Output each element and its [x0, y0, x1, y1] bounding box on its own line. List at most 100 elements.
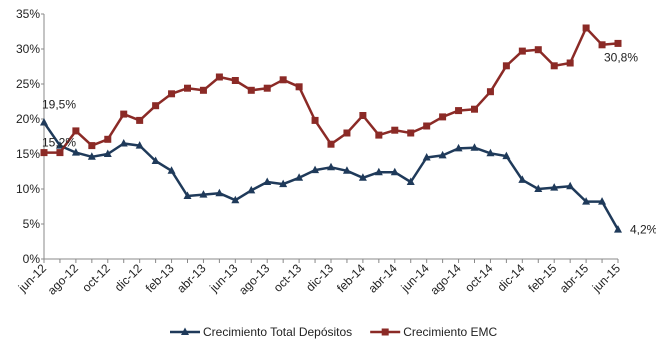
x-tick-label: feb-13 — [143, 261, 177, 295]
data-point-triangle — [598, 197, 607, 205]
x-tick-label: ago-14 — [427, 261, 464, 298]
y-tick-label: 25% — [16, 77, 40, 91]
data-point-square — [375, 131, 383, 139]
data-point-square — [327, 140, 335, 148]
data-point-triangle — [390, 167, 399, 176]
data-label: 4,2% — [630, 223, 656, 237]
x-tick-label: dic-13 — [303, 261, 336, 294]
y-tick-label: 15% — [16, 147, 40, 161]
x-axis-ticks — [43, 259, 619, 263]
y-axis-labels: 0% 5% 10% 15% 20% 25% 30% 35% — [16, 7, 44, 266]
x-tick-label: oct-12 — [79, 261, 113, 295]
data-point-square — [104, 135, 112, 143]
x-tick-label: jun-14 — [398, 261, 432, 295]
data-point-triangle — [167, 166, 176, 174]
x-tick-label: dic-14 — [494, 261, 527, 294]
legend-swatch-square — [381, 328, 389, 336]
data-point-square — [343, 129, 351, 137]
x-tick-label: dic-12 — [112, 261, 145, 294]
data-point-triangle — [247, 185, 256, 194]
data-point-square — [486, 88, 494, 96]
x-tick-label: oct-13 — [271, 261, 305, 295]
y-tick-label: 0% — [23, 252, 41, 266]
data-point-square — [56, 149, 64, 157]
data-point-triangle — [71, 148, 80, 156]
data-point-triangle — [135, 141, 144, 149]
x-tick-label: feb-14 — [334, 261, 368, 295]
data-point-triangle — [151, 156, 160, 164]
data-point-triangle — [518, 175, 527, 183]
x-tick-label: ago-13 — [236, 261, 273, 298]
data-point-triangle — [183, 191, 192, 199]
data-point-triangle — [406, 177, 415, 185]
data-point-square — [279, 76, 287, 84]
data-point-square — [518, 47, 526, 55]
data-point-triangle — [103, 149, 112, 157]
y-tick-label: 30% — [16, 42, 40, 56]
data-point-triangle — [502, 151, 511, 160]
data-point-square — [502, 62, 510, 70]
data-point-square — [391, 126, 399, 134]
annotation-layer: 19,5% 15,2% 4,2% 30,8% — [42, 50, 656, 236]
data-point-triangle — [342, 166, 351, 174]
data-point-triangle — [87, 152, 96, 160]
x-tick-label: jun-13 — [206, 261, 240, 295]
data-point-square — [566, 59, 574, 67]
data-point-triangle — [231, 195, 240, 204]
data-point-square — [582, 24, 590, 32]
data-point-triangle — [374, 167, 383, 176]
data-point-triangle — [55, 141, 64, 149]
data-point-square — [231, 77, 239, 84]
plot-area — [43, 14, 619, 263]
data-point-square — [184, 84, 191, 92]
series-line — [44, 26, 619, 154]
series-line — [42, 121, 620, 231]
data-point-triangle — [438, 150, 447, 159]
x-tick-label: feb-15 — [525, 261, 559, 295]
data-point-square — [295, 83, 303, 91]
y-tick-label: 10% — [16, 182, 40, 196]
data-label: 19,5% — [42, 98, 76, 112]
data-label: 15,2% — [42, 136, 76, 150]
data-point-square — [215, 73, 223, 81]
legend-label: Crecimiento Total Depósitos — [203, 325, 352, 339]
data-point-triangle — [550, 183, 559, 191]
legend-swatch-triangle — [181, 327, 189, 335]
data-point-square — [550, 62, 558, 70]
data-point-square — [263, 84, 271, 92]
data-point-triangle — [422, 153, 431, 161]
data-point-square — [72, 127, 80, 135]
data-point-triangle — [614, 225, 622, 233]
data-point-triangle — [215, 188, 224, 197]
data-point-square — [614, 39, 622, 47]
legend-item-2: Crecimiento EMC — [370, 325, 498, 339]
data-point-triangle — [358, 173, 367, 181]
data-point-triangle — [119, 139, 128, 147]
data-point-triangle — [40, 118, 48, 126]
data-point-triangle — [327, 162, 335, 171]
data-point-square — [40, 149, 48, 157]
data-point-square — [455, 107, 463, 115]
data-point-triangle — [199, 190, 208, 198]
x-tick-label: jun-12 — [15, 261, 49, 295]
data-point-triangle — [486, 148, 495, 157]
data-point-triangle — [582, 197, 591, 205]
legend-item-1: Crecimiento Total Depósitos — [170, 325, 352, 339]
data-point-square — [311, 116, 319, 124]
y-tick-label: 35% — [16, 7, 40, 21]
data-label: 30,8% — [604, 50, 638, 64]
data-point-square — [136, 116, 144, 124]
data-point-square — [471, 105, 478, 113]
data-point-square — [120, 110, 128, 118]
data-point-square — [598, 41, 606, 49]
y-tick-label: 20% — [16, 112, 40, 126]
data-point-triangle — [263, 177, 272, 185]
data-point-square — [199, 86, 207, 94]
x-axis-labels: jun-12ago-12oct-12dic-12feb-13abr-13jun-… — [15, 261, 623, 298]
y-tick-label: 5% — [23, 217, 41, 231]
data-point-square — [88, 142, 96, 150]
data-point-triangle — [566, 181, 575, 190]
data-point-triangle — [295, 173, 304, 181]
data-point-triangle — [454, 143, 463, 152]
